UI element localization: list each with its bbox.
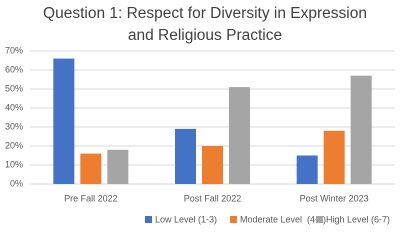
bar	[175, 128, 196, 184]
x-tick-label: Post Fall 2022	[184, 193, 242, 203]
legend-swatch	[145, 216, 152, 223]
legend-label: Low Level (1-3)	[155, 214, 217, 224]
y-tick-label: 10%	[5, 159, 23, 169]
x-tick-label: Post Winter 2023	[300, 193, 369, 203]
bar	[296, 155, 318, 184]
x-tick-label: Pre Fall 2022	[64, 193, 118, 203]
y-tick-label: 60%	[5, 64, 23, 74]
bar	[350, 75, 372, 184]
bar	[53, 58, 75, 184]
y-tick-label: 20%	[5, 140, 23, 150]
y-tick-label: 0%	[10, 178, 23, 188]
legend-swatch	[316, 216, 323, 223]
bar	[107, 149, 129, 184]
bar	[202, 146, 223, 184]
y-tick-label: 70%	[5, 45, 23, 55]
chart-title: Question 1: Respect for Diversity in Exp…	[43, 5, 367, 22]
bar	[80, 153, 102, 184]
chart-title: and Religious Practice	[128, 27, 282, 44]
y-tick-label: 50%	[5, 83, 23, 93]
y-tick-label: 30%	[5, 121, 23, 131]
bar	[229, 87, 250, 184]
legend-label: Moderate Level (4-5)	[240, 214, 326, 224]
chart: Question 1: Respect for Diversity in Exp…	[5, 5, 395, 224]
y-tick-label: 40%	[5, 102, 23, 112]
bar	[323, 130, 345, 184]
legend-label: High Level (6-7)	[326, 214, 390, 224]
legend-swatch	[230, 216, 237, 223]
